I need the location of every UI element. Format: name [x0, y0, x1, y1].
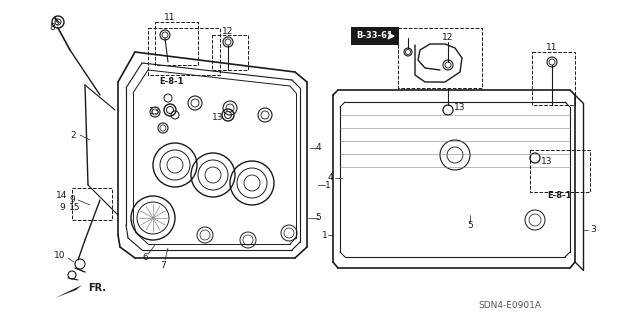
Text: SDN4-E0901A: SDN4-E0901A: [479, 300, 541, 309]
Text: 6: 6: [142, 254, 148, 263]
Text: 9: 9: [59, 204, 65, 212]
Text: 4: 4: [327, 174, 333, 182]
Text: 2: 2: [70, 130, 76, 139]
Text: 13: 13: [454, 103, 466, 113]
Text: 14: 14: [56, 190, 68, 199]
Polygon shape: [55, 285, 82, 298]
Text: FR.: FR.: [88, 283, 106, 293]
Text: 5: 5: [467, 220, 473, 229]
Text: 15: 15: [69, 204, 81, 212]
Text: 13: 13: [149, 108, 161, 116]
Text: 5: 5: [315, 213, 321, 222]
FancyBboxPatch shape: [351, 27, 399, 45]
Text: 8: 8: [49, 24, 55, 33]
Text: 9: 9: [69, 196, 75, 204]
Text: 12: 12: [222, 27, 234, 36]
Text: B-33-61: B-33-61: [356, 32, 394, 41]
Text: 3: 3: [590, 226, 596, 234]
Text: 13: 13: [212, 114, 224, 122]
Text: 12: 12: [442, 33, 454, 42]
Text: 4: 4: [315, 144, 321, 152]
Text: 11: 11: [164, 13, 176, 23]
Text: E-8-1: E-8-1: [160, 78, 184, 86]
Text: 11: 11: [547, 43, 557, 53]
Text: 13: 13: [541, 158, 553, 167]
Text: 7: 7: [160, 261, 166, 270]
Text: 1: 1: [325, 181, 331, 189]
Text: E-8-1: E-8-1: [548, 191, 572, 201]
Text: 10: 10: [54, 250, 66, 259]
Text: 1: 1: [322, 231, 328, 240]
